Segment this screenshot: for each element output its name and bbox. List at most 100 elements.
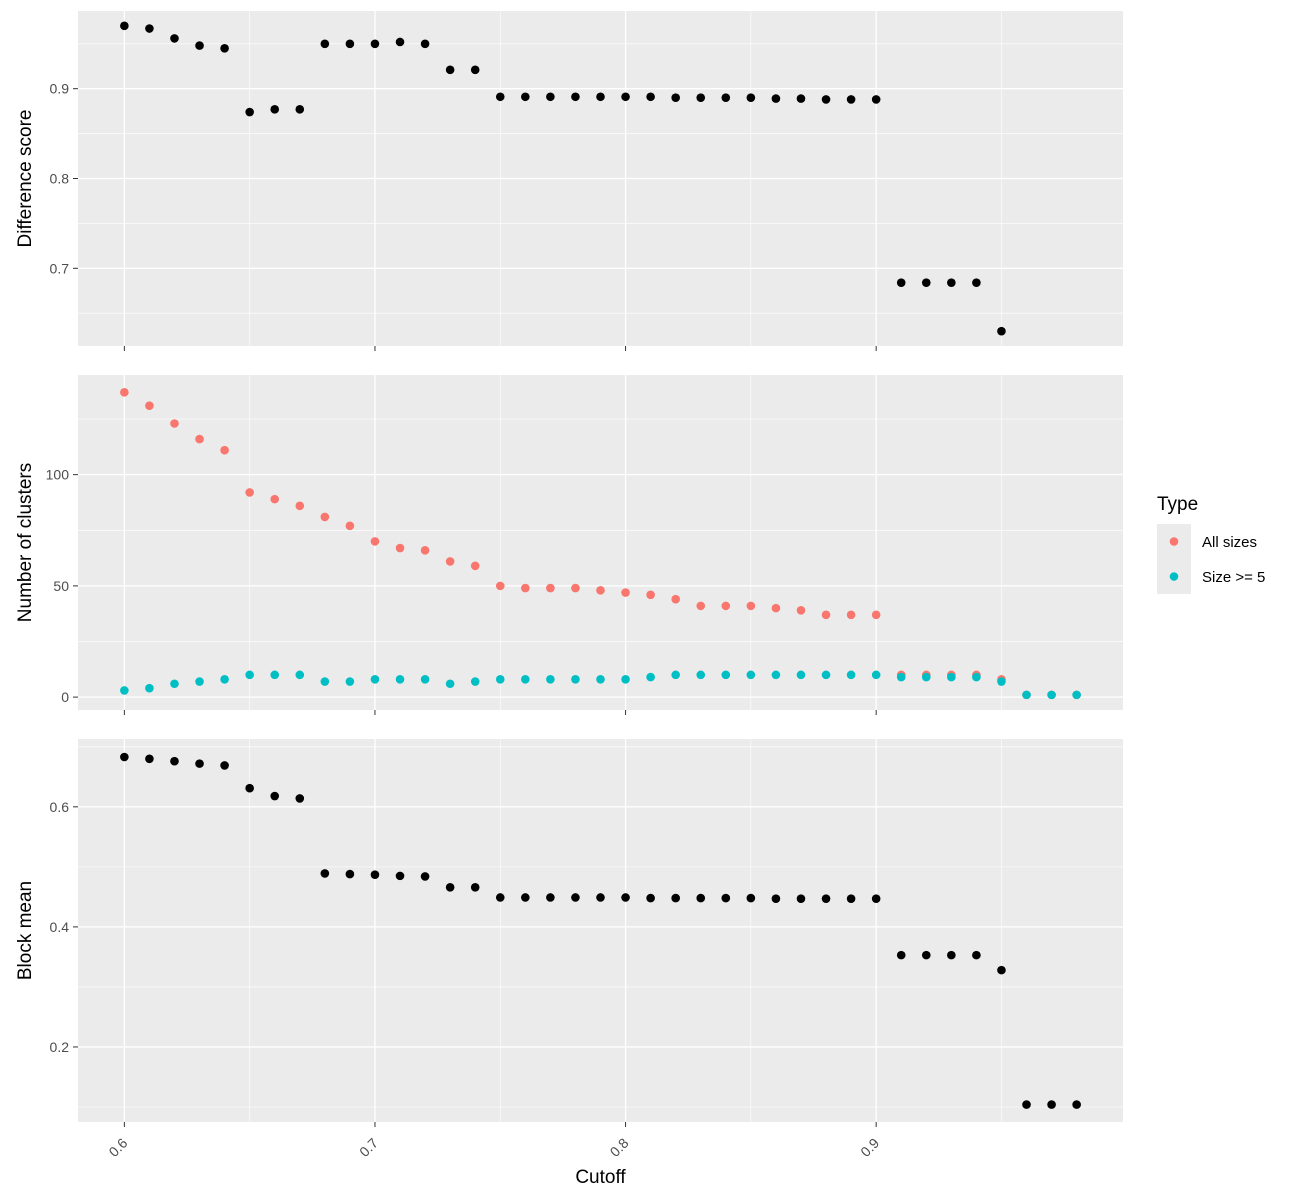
data-point (420, 545, 430, 555)
data-point (671, 594, 680, 604)
data-point (571, 893, 580, 902)
data-point (320, 39, 330, 49)
data-point (295, 501, 305, 511)
data-point (220, 761, 229, 770)
x-tick-label: 0.8 (607, 1135, 632, 1160)
data-point (671, 93, 680, 102)
legend-label: All sizes (1202, 534, 1257, 551)
data-point (345, 677, 355, 686)
data-point (921, 672, 931, 682)
data-point (295, 794, 305, 803)
data-point (997, 965, 1006, 975)
data-point (320, 512, 330, 522)
data-point (120, 388, 129, 397)
data-point (596, 675, 605, 684)
series-1 (120, 388, 1081, 700)
data-point (796, 606, 806, 615)
data-point (370, 870, 380, 879)
series-1 (120, 21, 1006, 336)
data-point (395, 871, 405, 881)
data-point (546, 583, 555, 593)
data-point (220, 43, 229, 53)
y-tick-label: 0.7 (50, 260, 70, 276)
data-point (445, 557, 455, 566)
data-point (1047, 690, 1056, 700)
data-point (220, 445, 229, 455)
data-point (846, 610, 856, 620)
data-point (470, 561, 480, 571)
data-point (746, 93, 756, 102)
data-point (345, 869, 355, 879)
data-point (621, 893, 630, 902)
data-point (771, 894, 781, 903)
data-point (771, 94, 781, 103)
panel-background (78, 739, 1123, 1122)
x-axis-title: Cutoff (575, 1167, 626, 1188)
x-tick-label: 0.6 (105, 1135, 130, 1160)
data-point (395, 543, 405, 553)
data-point (646, 672, 655, 682)
data-point (972, 950, 981, 960)
data-point (495, 675, 505, 684)
data-point (245, 488, 254, 497)
panel-1: 0.7 0.8 0.9 Difference score (15, 11, 1123, 351)
data-point (796, 894, 806, 903)
data-point (345, 521, 355, 531)
data-point (972, 672, 981, 682)
data-point (721, 893, 731, 903)
data-point (120, 21, 129, 31)
y-tick-label: 0.4 (50, 919, 70, 935)
data-point (495, 92, 505, 102)
data-point (896, 278, 906, 287)
data-point (495, 893, 505, 902)
data-point (170, 34, 179, 43)
data-point (145, 683, 154, 693)
data-point (696, 601, 706, 611)
data-point (621, 675, 630, 684)
series-1 (120, 752, 1081, 1109)
legend-label: Size >= 5 (1202, 569, 1265, 586)
data-point (871, 95, 881, 104)
data-point (721, 670, 731, 680)
data-point (796, 94, 806, 103)
data-point (195, 677, 204, 686)
data-point (771, 603, 781, 613)
data-point (245, 107, 254, 117)
data-point (521, 893, 530, 902)
data-point (120, 686, 129, 695)
series-2 (120, 670, 1081, 700)
data-point (846, 894, 856, 903)
data-point (947, 672, 956, 682)
data-point (195, 434, 204, 444)
y-tick-label: 50 (53, 578, 69, 594)
data-point (821, 610, 831, 620)
data-point (721, 601, 731, 611)
data-point (445, 882, 455, 892)
data-point (270, 670, 280, 680)
data-point (370, 675, 380, 684)
data-point (721, 93, 731, 102)
data-point (546, 92, 555, 102)
data-point (947, 278, 956, 287)
data-point (320, 677, 330, 686)
data-point (671, 670, 680, 680)
data-point (546, 893, 555, 902)
data-point (295, 105, 305, 114)
data-point (470, 882, 480, 892)
data-point (871, 670, 881, 680)
data-point (170, 419, 179, 428)
data-point (746, 893, 756, 903)
data-point (145, 754, 154, 764)
data-point (921, 950, 931, 960)
data-point (245, 783, 254, 793)
data-point (170, 756, 179, 766)
data-point (796, 670, 806, 680)
data-point (521, 675, 530, 684)
y-axis-title: Difference score (15, 110, 36, 248)
data-point (896, 950, 906, 960)
data-point (320, 869, 330, 878)
data-point (571, 675, 580, 684)
data-point (646, 590, 655, 600)
data-point (846, 95, 856, 104)
data-point (972, 278, 981, 287)
